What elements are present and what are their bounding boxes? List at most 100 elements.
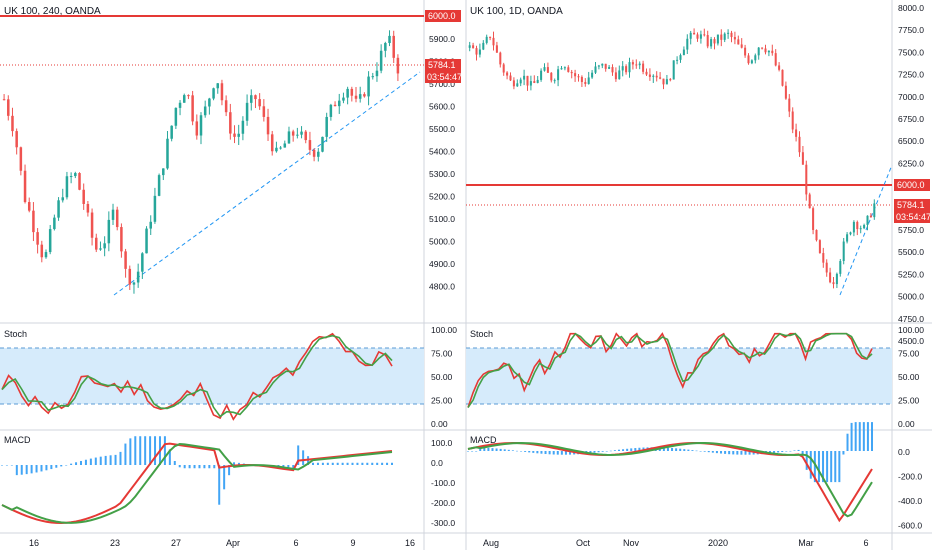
right-macd-bar-82 [801, 451, 804, 456]
right-macd-bar-32 [597, 451, 600, 453]
right-candle-47 [628, 57, 631, 78]
right-macd-bar-99 [871, 422, 873, 451]
right-macd-bar-4 [483, 447, 486, 451]
left-price-tick-3: 5600.0 [429, 102, 455, 112]
left-macd-tick-4: -300.0 [431, 518, 455, 528]
left-macd-bar-69 [341, 462, 344, 465]
right-candle-61 [676, 56, 679, 65]
svg-text:03:54:47: 03:54:47 [896, 212, 931, 222]
right-candle-34 [584, 78, 587, 87]
left-level-tag: 6000.0 [425, 10, 461, 22]
left-candle-12 [53, 214, 56, 231]
right-candle-41 [608, 65, 611, 70]
right-candle-114 [856, 220, 859, 236]
left-candle-54 [229, 103, 232, 140]
right-candle-103 [818, 239, 821, 254]
left-candle-22 [95, 233, 98, 253]
left-macd-bar-39 [193, 465, 196, 469]
left-macd-bar-40 [198, 465, 201, 469]
left-macd-bar-16 [79, 460, 82, 465]
svg-text:6000.0: 6000.0 [428, 11, 456, 21]
right-candle-4 [482, 40, 485, 51]
left-candle-85 [358, 86, 362, 103]
left-macd-bar-17 [84, 459, 87, 465]
right-candle-83 [750, 59, 753, 65]
right-candle-108 [835, 272, 838, 289]
left-macd-bar-18 [89, 458, 92, 465]
right-candle-98 [801, 145, 804, 165]
right-candle-32 [577, 73, 580, 82]
right-level-tag: 6000.0 [894, 179, 930, 191]
right-macd-bar-68 [744, 451, 747, 455]
left-macd-bar-63 [312, 462, 315, 465]
right-candle-95 [791, 107, 794, 134]
right-candle-18 [529, 75, 532, 91]
right-candle-6 [489, 36, 492, 41]
left-macd-signal-line [1, 443, 393, 524]
right-candle-8 [495, 41, 498, 53]
right-candle-13 [512, 77, 515, 90]
right-candle-91 [778, 62, 781, 72]
right-chart-title: UK 100, 1D, OANDA [470, 6, 563, 17]
left-candle-53 [224, 95, 228, 117]
right-macd-bar-92 [842, 451, 845, 455]
left-candle-1 [7, 95, 10, 121]
right-candle-117 [866, 215, 869, 231]
right-macd-bar-15 [528, 451, 531, 453]
right-macd-bar-84 [809, 451, 812, 479]
right-macd-bar-8 [499, 448, 502, 451]
right-stoch-axis: 100.00 75.00 50.00 25.00 0.00 [898, 325, 924, 429]
left-candle-23 [99, 241, 102, 251]
right-candle-53 [648, 68, 651, 81]
left-candle-35 [149, 215, 152, 236]
left-macd-bar-13 [65, 465, 68, 466]
left-macd-bar-38 [188, 465, 191, 469]
right-macd-bar-95 [854, 422, 857, 451]
right-candle-66 [693, 28, 696, 35]
left-macd-bar-14 [70, 463, 73, 465]
right-macd-bar-75 [773, 451, 776, 453]
left-candle-87 [367, 71, 370, 106]
right-candle-28 [563, 66, 566, 71]
right-macd-bar-94 [850, 422, 853, 451]
left-candle-3 [15, 128, 18, 155]
right-candle-3 [478, 43, 481, 58]
left-macd-bar-37 [183, 465, 186, 469]
left-macd-bar-9 [45, 465, 48, 471]
left-price-tick-5: 5400.0 [429, 147, 455, 157]
left-candle-29 [124, 248, 127, 278]
left-candle-56 [237, 124, 240, 146]
right-stoch-tick-3: 25.00 [898, 396, 920, 406]
left-macd-bar-67 [331, 462, 334, 465]
svg-text:03:54:47: 03:54:47 [427, 72, 462, 82]
right-trendline [839, 164, 893, 296]
right-price-low-tick-3: 5000.0 [898, 292, 924, 302]
right-macd-bar-98 [866, 422, 869, 451]
right-macd-bar-2 [475, 451, 478, 452]
left-macd-bar-5 [25, 465, 28, 475]
left-stoch-tick-4: 0.00 [431, 419, 448, 429]
left-candles [2, 30, 400, 294]
right-macd-bar-69 [748, 451, 751, 455]
left-price-tick-9: 5000.0 [429, 237, 455, 247]
right-candle-22 [543, 63, 546, 72]
right-time-axis: Aug Oct Nov 2020 Mar 6 [483, 538, 869, 548]
left-macd-bar-0 [1, 465, 3, 466]
left-candle-57 [241, 116, 245, 141]
left-candle-14 [61, 188, 65, 203]
left-candle-15 [65, 171, 69, 200]
right-candle-99 [805, 160, 808, 201]
right-candle-113 [852, 220, 855, 237]
left-candle-39 [166, 131, 169, 170]
right-candle-89 [771, 44, 774, 56]
left-macd-bar-47 [233, 462, 236, 465]
right-price-low-tick-4: 4750.0 [898, 314, 924, 324]
left-macd-bar-22 [109, 455, 112, 465]
left-macd-bar-36 [178, 465, 181, 468]
left-macd-bar-8 [40, 465, 43, 472]
left-candle-81 [342, 92, 345, 104]
right-macd-bar-83 [805, 451, 808, 470]
left-stoch-lines [1, 332, 393, 421]
left-macd-bar-65 [321, 462, 324, 465]
left-candle-37 [157, 173, 161, 197]
